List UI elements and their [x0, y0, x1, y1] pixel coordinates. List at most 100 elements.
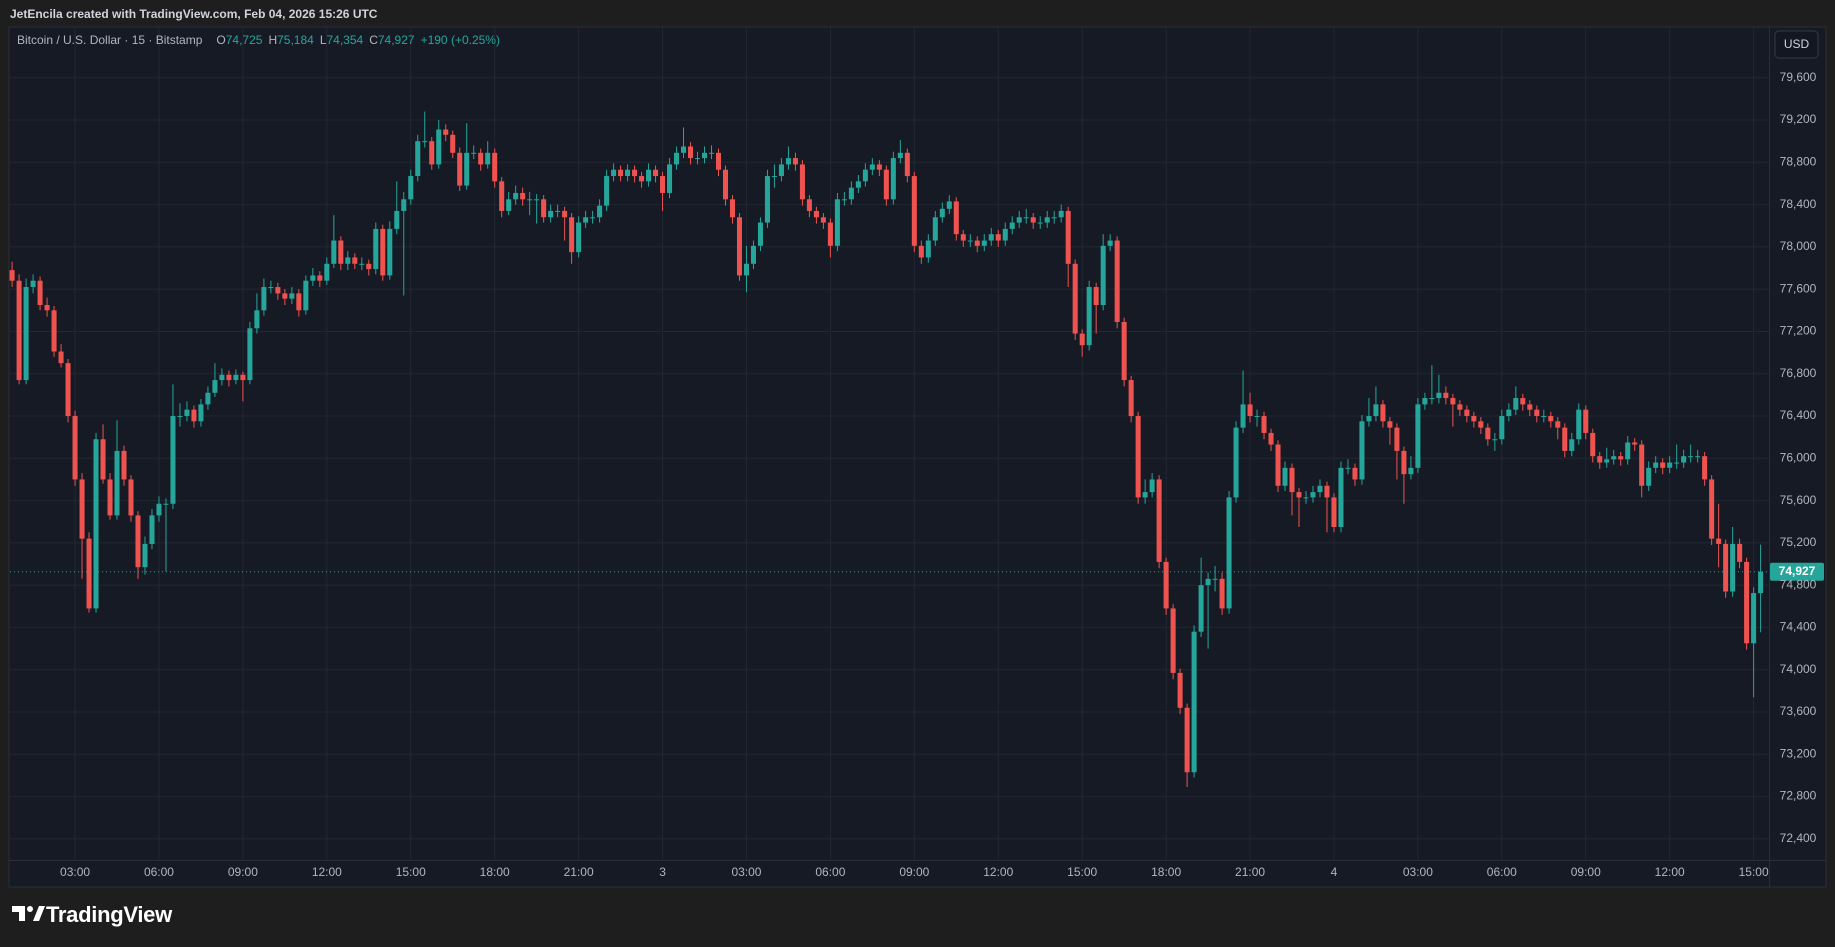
- candle-body: [1583, 409, 1589, 433]
- candle-body: [1317, 485, 1323, 493]
- candle-body: [618, 169, 624, 177]
- candle-body: [597, 205, 603, 218]
- candle-body: [394, 210, 400, 229]
- y-tick-label: 79,200: [1780, 112, 1817, 126]
- candle-body: [1688, 456, 1694, 458]
- candle-body: [820, 217, 826, 223]
- open-value: 74,725: [225, 33, 263, 47]
- candle-body: [848, 187, 854, 200]
- logo-part: [27, 906, 33, 912]
- candle-body: [44, 305, 50, 311]
- candle-body: [233, 374, 239, 381]
- candle-body: [485, 152, 491, 165]
- candle-body: [1359, 421, 1365, 480]
- candle-body: [478, 152, 484, 165]
- candle-body: [352, 257, 358, 264]
- candle-body: [226, 374, 232, 381]
- candle-body: [415, 141, 421, 177]
- candle-body: [51, 310, 57, 352]
- currency-button[interactable]: [1774, 30, 1819, 59]
- candle-body: [240, 374, 246, 381]
- change: +190 (+0.25%): [420, 33, 500, 47]
- candle-body: [688, 146, 694, 159]
- candle-body: [492, 152, 498, 182]
- candle-body: [16, 280, 22, 381]
- candle-body: [471, 152, 477, 154]
- logo-part: [33, 906, 45, 921]
- candle-body: [114, 450, 120, 516]
- candle-body: [1429, 398, 1435, 400]
- candle-body: [1065, 210, 1071, 264]
- candle-body: [345, 257, 351, 264]
- x-tick-label: 12:00: [1655, 865, 1685, 879]
- candle-body: [576, 222, 582, 253]
- candle-body: [736, 217, 742, 276]
- candle-body: [1499, 416, 1505, 440]
- x-tick-label: 15:00: [396, 865, 426, 879]
- candle-body: [1597, 456, 1603, 463]
- candle-body: [408, 176, 414, 200]
- candle-body: [569, 217, 575, 253]
- candle-body: [1191, 631, 1197, 773]
- candle-body: [100, 439, 106, 480]
- y-tick-label: 74,000: [1780, 662, 1817, 676]
- candle-body: [170, 416, 176, 504]
- symbol-legend: Bitcoin / U.S. Dollar · 15 · Bitstamp O …: [17, 33, 500, 47]
- candle-body: [1128, 380, 1134, 417]
- x-tick-label: 12:00: [983, 865, 1013, 879]
- candle-body: [1240, 404, 1246, 428]
- candle-body: [436, 129, 442, 165]
- candle-body: [1723, 543, 1729, 592]
- candle-body: [1751, 593, 1757, 644]
- candle-body: [9, 270, 15, 281]
- candle-body: [729, 199, 736, 218]
- candle-body: [1198, 585, 1204, 632]
- candle-body: [674, 152, 680, 165]
- candle-body: [1289, 467, 1295, 493]
- candle-body: [149, 515, 155, 544]
- y-tick-label: 75,600: [1780, 493, 1817, 507]
- candle-body: [1590, 432, 1596, 457]
- x-tick-label: 3: [659, 865, 666, 879]
- candle-body: [37, 280, 43, 306]
- candle-body: [1233, 427, 1239, 498]
- candle-body: [590, 217, 596, 219]
- candle-body: [1331, 497, 1337, 528]
- candle-body: [219, 374, 225, 381]
- candle-body: [743, 263, 749, 276]
- logo-part: [12, 906, 25, 921]
- candle-body: [1478, 421, 1484, 428]
- candle-body: [1051, 217, 1057, 219]
- candle-body: [499, 181, 505, 211]
- candle-body: [1268, 432, 1274, 445]
- candle-body: [527, 199, 533, 201]
- candle-body: [813, 210, 819, 218]
- candle-body: [107, 479, 113, 516]
- candle-body: [1562, 427, 1568, 451]
- candle-body: [792, 158, 798, 165]
- candle-body: [198, 404, 204, 422]
- candle-body: [1205, 578, 1211, 586]
- candle-body: [1492, 439, 1498, 441]
- candle-body: [1520, 398, 1526, 405]
- candle-body: [1485, 427, 1491, 440]
- candle-body: [268, 287, 274, 289]
- candle-body: [247, 328, 253, 381]
- candle-body: [583, 217, 589, 223]
- candle-body: [960, 234, 966, 241]
- candle-body: [611, 169, 617, 177]
- y-tick-label: 74,400: [1780, 620, 1817, 634]
- x-tick-label: 18:00: [1151, 865, 1181, 879]
- candle-body: [562, 210, 568, 218]
- low-value: 74,354: [326, 33, 364, 47]
- candle-body: [1471, 416, 1477, 422]
- y-tick-label: 76,400: [1780, 408, 1817, 422]
- candle-body: [1261, 416, 1267, 433]
- x-tick-label: 18:00: [480, 865, 510, 879]
- x-tick-label: 12:00: [312, 865, 342, 879]
- candle-body: [1737, 543, 1743, 562]
- candle-body: [981, 240, 987, 246]
- y-tick-label: 72,400: [1780, 831, 1817, 845]
- x-tick-label: 06:00: [815, 865, 845, 879]
